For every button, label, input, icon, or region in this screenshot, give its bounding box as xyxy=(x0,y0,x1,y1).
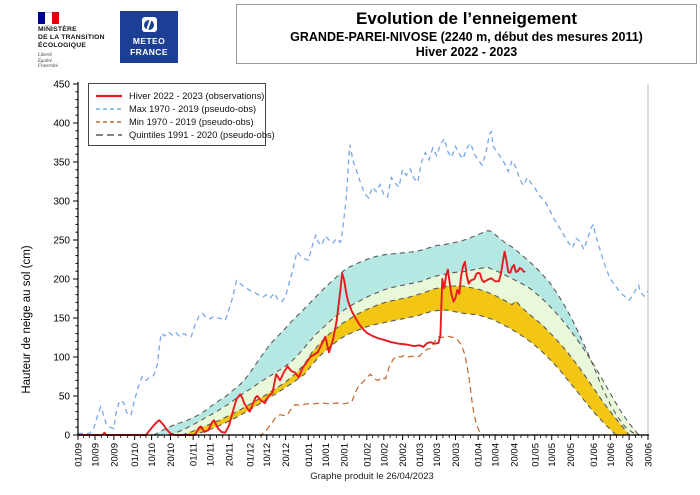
legend-swatch-min xyxy=(96,120,122,123)
x-tick-label: 10/12 xyxy=(262,443,273,467)
y-tick-label: 350 xyxy=(53,158,70,169)
legend-label-quintiles: Quintiles 1991 - 2020 (pseudo-obs) xyxy=(129,129,275,140)
legend-item-observations: Hiver 2022 - 2023 (observations) xyxy=(95,89,264,102)
y-tick-label: 100 xyxy=(53,353,70,364)
legend-swatch-max xyxy=(96,107,122,110)
x-tick-label: 01/10 xyxy=(130,443,141,467)
french-flag-icon xyxy=(38,12,59,26)
series-min-line xyxy=(78,335,648,436)
x-tick-label: 20/01 xyxy=(340,443,351,467)
flag-red xyxy=(52,12,59,24)
x-tick-label: 20/10 xyxy=(166,443,177,467)
x-tick-label: 20/03 xyxy=(451,443,462,467)
series-observations-line xyxy=(78,250,526,436)
y-tick-label: 250 xyxy=(53,236,70,247)
x-tick-label: 10/01 xyxy=(321,443,332,467)
chart-title: Evolution de l’enneigement xyxy=(355,8,578,28)
series-max-line xyxy=(78,129,649,435)
x-tick-label: 01/03 xyxy=(415,443,426,467)
x-tick-label: 01/04 xyxy=(474,443,485,467)
x-tick-label: 01/01 xyxy=(304,443,315,467)
x-tick-label: 20/12 xyxy=(281,443,292,467)
x-tick-label: 20/02 xyxy=(398,443,409,467)
footer-caption: Graphe produit le 26/04/2023 xyxy=(310,471,434,482)
x-tick-label: 30/06 xyxy=(644,443,655,467)
x-tick-label: 01/11 xyxy=(189,443,200,466)
x-tick-label: 20/11 xyxy=(224,443,235,466)
x-tick-label: 10/02 xyxy=(379,443,390,467)
meteo-logo-line-1: METEO xyxy=(132,36,166,46)
x-tick-label: 20/06 xyxy=(625,443,636,467)
y-tick-label: 450 xyxy=(53,80,70,91)
x-tick-label: 01/09 xyxy=(74,443,85,467)
ministry-line-3: ÉCOLOGIQUE xyxy=(38,42,87,49)
legend-swatch-observations xyxy=(96,94,122,97)
x-tick-label: 20/04 xyxy=(509,443,520,467)
quintile-line-q80 xyxy=(153,230,641,436)
y-tick-label: 300 xyxy=(53,197,70,208)
x-tick-label: 01/02 xyxy=(362,443,373,467)
x-tick-label: 01/12 xyxy=(245,443,256,467)
meteo-france-logo: METEO FRANCE xyxy=(120,11,178,63)
legend: Hiver 2022 - 2023 (observations) Max 197… xyxy=(88,83,275,146)
x-tick-label: 01/06 xyxy=(589,443,600,467)
legend-item-max: Max 1970 - 2019 (pseudo-obs) xyxy=(95,102,259,115)
y-tick-label: 50 xyxy=(59,392,71,403)
season-subtitle: Hiver 2022 - 2023 xyxy=(415,44,518,59)
x-tick-label: 10/05 xyxy=(547,443,558,467)
quintile-band-40-60 xyxy=(168,267,639,435)
meteo-france-icon xyxy=(141,17,157,32)
x-tick-label: 10/04 xyxy=(491,443,502,467)
legend-label-observations: Hiver 2022 - 2023 (observations) xyxy=(129,90,265,101)
x-tick-label: 10/09 xyxy=(90,443,101,467)
quintile-band-20-40 xyxy=(181,286,630,435)
y-tick-label: 400 xyxy=(53,119,70,130)
legend-label-min: Min 1970 - 2019 (pseudo-obs) xyxy=(129,116,254,127)
ministry-line-2: DE LA TRANSITION xyxy=(38,34,105,41)
snow-depth-chart: 0 50 100 150 200 250 300 350 400 450 01/09 10/09 20/… xyxy=(21,80,655,467)
legend-item-min: Min 1970 - 2019 (pseudo-obs) xyxy=(95,115,259,128)
legend-swatch-quintiles xyxy=(96,133,122,136)
y-axis-title: Hauteur de neige au sol (cm) xyxy=(21,245,33,393)
legend-label-max: Max 1970 - 2019 (pseudo-obs) xyxy=(129,103,257,114)
flag-blue xyxy=(38,12,45,24)
title-box: Evolution de l’enneigement GRANDE-PAREI-… xyxy=(236,4,697,64)
ministry-motto: Liberté Égalité Fraternité xyxy=(38,53,58,69)
quintile-band-60-80 xyxy=(153,230,641,435)
meteo-logo-line-2: FRANCE xyxy=(130,46,168,57)
x-tick-label: 10/03 xyxy=(432,443,443,467)
y-tick-label: 200 xyxy=(53,275,70,286)
flag-white xyxy=(45,12,52,26)
legend-item-quintiles: Quintiles 1991 - 2020 (pseudo-obs) xyxy=(95,128,275,141)
y-tick-label: 0 xyxy=(64,431,70,442)
x-tick-label: 10/06 xyxy=(606,443,617,467)
ministry-line-1: MINISTÈRE xyxy=(38,26,77,33)
x-tick-label: 20/09 xyxy=(109,443,120,467)
x-tick-label: 10/11 xyxy=(206,443,217,466)
y-tick-label: 150 xyxy=(53,314,70,325)
ministry-logo: MINISTÈRE DE LA TRANSITION ÉCOLOGIQUE Li… xyxy=(38,12,118,69)
x-tick-label: 01/05 xyxy=(530,443,541,467)
x-tick-label: 10/10 xyxy=(147,443,158,467)
x-tick-label: 20/05 xyxy=(566,443,577,467)
quintile-line-q60 xyxy=(168,266,640,436)
quintile-line-q20 xyxy=(191,309,617,436)
station-subtitle: GRANDE-PAREI-NIVOSE (2240 m, début des m… xyxy=(290,29,643,44)
